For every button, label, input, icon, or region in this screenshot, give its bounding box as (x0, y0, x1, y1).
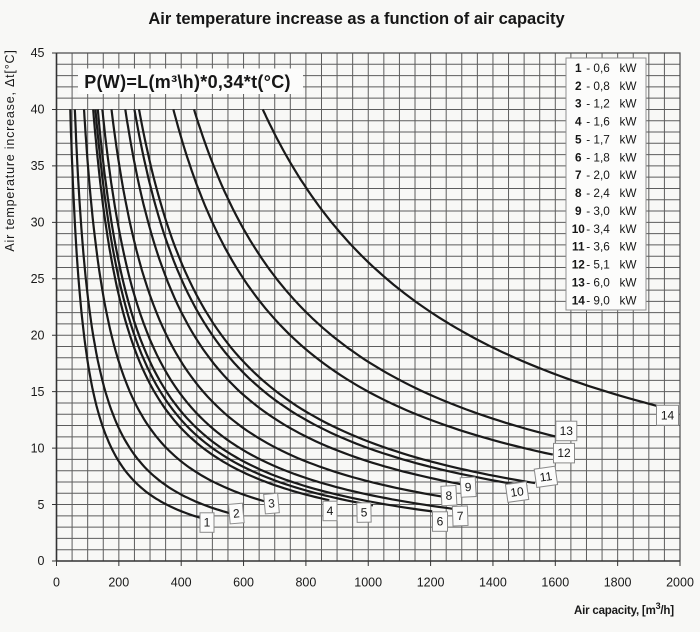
svg-text:9: 9 (464, 480, 472, 494)
svg-text:5: 5 (575, 133, 582, 147)
svg-text:kW: kW (620, 133, 638, 147)
svg-text:- 1,7: - 1,7 (586, 133, 610, 147)
svg-text:200: 200 (108, 576, 129, 590)
svg-text:400: 400 (171, 576, 192, 590)
svg-text:13: 13 (572, 275, 586, 289)
svg-text:kW: kW (620, 115, 638, 129)
svg-text:kW: kW (620, 79, 638, 93)
svg-text:15: 15 (31, 385, 45, 399)
svg-text:1: 1 (575, 61, 582, 75)
svg-text:P(W)=L(m³\h)*0,34*t(°C): P(W)=L(m³\h)*0,34*t(°C) (84, 72, 291, 92)
svg-text:kW: kW (620, 150, 638, 164)
svg-text:- 9,0: - 9,0 (586, 293, 610, 307)
svg-text:kW: kW (620, 258, 638, 272)
svg-text:0: 0 (38, 554, 45, 568)
svg-text:9: 9 (575, 204, 582, 218)
svg-text:Air capacity, [m3/h]: Air capacity, [m3/h] (574, 601, 674, 617)
svg-text:2: 2 (232, 506, 240, 521)
svg-text:kW: kW (620, 293, 638, 307)
svg-text:- 2,4: - 2,4 (586, 186, 610, 200)
svg-text:kW: kW (620, 186, 638, 200)
svg-text:14: 14 (661, 408, 675, 422)
svg-text:8: 8 (445, 489, 453, 503)
svg-text:20: 20 (31, 328, 45, 342)
svg-text:- 1,6: - 1,6 (586, 115, 610, 129)
svg-text:kW: kW (620, 168, 638, 182)
svg-text:- 5,1: - 5,1 (586, 258, 610, 272)
svg-text:- 1,2: - 1,2 (586, 97, 610, 111)
svg-text:1: 1 (204, 516, 211, 530)
svg-text:5: 5 (361, 505, 368, 519)
svg-text:4: 4 (327, 504, 334, 518)
svg-text:- 6,0: - 6,0 (586, 275, 610, 289)
svg-text:12: 12 (557, 446, 571, 460)
svg-text:13: 13 (560, 424, 574, 438)
svg-text:4: 4 (575, 115, 582, 129)
svg-text:11: 11 (539, 469, 554, 485)
svg-text:- 1,8: - 1,8 (586, 150, 610, 164)
svg-text:kW: kW (620, 97, 638, 111)
svg-text:12: 12 (572, 258, 586, 272)
svg-text:kW: kW (620, 222, 638, 236)
svg-text:3: 3 (575, 97, 582, 111)
svg-text:1200: 1200 (417, 576, 445, 590)
svg-text:0: 0 (53, 576, 60, 590)
svg-text:8: 8 (575, 186, 582, 200)
svg-text:2: 2 (575, 79, 582, 93)
svg-text:Air temperature increase as a: Air temperature increase as a function o… (148, 10, 565, 28)
svg-text:7: 7 (457, 509, 464, 523)
svg-text:5: 5 (38, 498, 45, 512)
svg-text:- 3,4: - 3,4 (586, 222, 610, 236)
svg-text:kW: kW (620, 204, 638, 218)
svg-text:30: 30 (31, 216, 45, 230)
svg-text:kW: kW (620, 240, 638, 254)
svg-text:11: 11 (572, 240, 585, 254)
svg-text:1600: 1600 (541, 576, 569, 590)
svg-text:40: 40 (31, 103, 45, 117)
svg-text:1800: 1800 (604, 576, 632, 590)
svg-text:35: 35 (31, 159, 45, 173)
svg-text:10: 10 (31, 441, 45, 455)
svg-text:800: 800 (295, 576, 316, 590)
svg-text:1000: 1000 (354, 576, 382, 590)
svg-text:- 2,0: - 2,0 (586, 168, 610, 182)
svg-text:- 3,6: - 3,6 (586, 240, 610, 254)
svg-text:- 0,6: - 0,6 (586, 61, 610, 75)
svg-text:25: 25 (31, 272, 45, 286)
svg-text:14: 14 (572, 293, 586, 307)
svg-text:3: 3 (268, 496, 276, 511)
svg-text:45: 45 (31, 46, 45, 60)
svg-text:1400: 1400 (479, 576, 507, 590)
svg-text:- 3,0: - 3,0 (586, 204, 610, 218)
svg-text:6: 6 (437, 515, 444, 529)
svg-text:kW: kW (620, 275, 638, 289)
svg-text:10: 10 (572, 222, 586, 236)
svg-text:kW: kW (620, 61, 638, 75)
svg-text:Air temperature increase, Δt[°: Air temperature increase, Δt[°C] (3, 49, 17, 251)
svg-text:6: 6 (575, 150, 582, 164)
svg-text:10: 10 (510, 484, 525, 500)
svg-text:- 0,8: - 0,8 (586, 79, 610, 93)
svg-text:2000: 2000 (666, 576, 694, 590)
svg-text:7: 7 (575, 168, 582, 182)
svg-text:600: 600 (233, 576, 254, 590)
